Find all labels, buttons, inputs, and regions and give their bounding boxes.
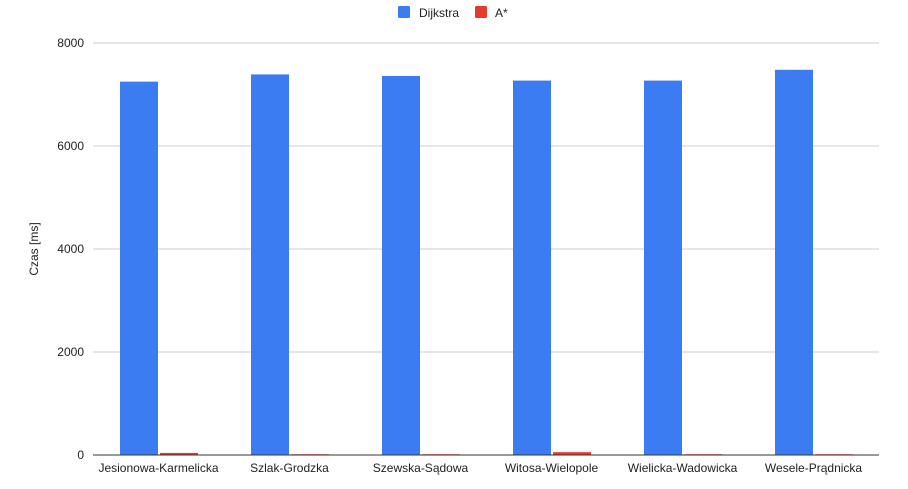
legend-label: Dijkstra (419, 6, 459, 20)
bar-dijkstra (382, 75, 420, 456)
x-axis: Jesionowa-Karmelicka Szlak-Grodzka Szewska… (93, 454, 879, 475)
legend-label: A* (495, 6, 508, 20)
x-tick-label: Szlak-Grodzka (250, 461, 329, 475)
bars (120, 69, 853, 456)
y-tick-label: 6000 (57, 139, 84, 153)
bar-dijkstra (120, 81, 158, 455)
legend: Dijkstra A* (398, 6, 508, 20)
bar-dijkstra (513, 80, 551, 455)
y-tick-label: 4000 (57, 242, 84, 256)
x-tick-label: Witosa-Wielopole (505, 461, 599, 475)
y-tick-label: 0 (77, 448, 84, 462)
bar-astar (553, 452, 591, 455)
bar-dijkstra (644, 80, 682, 455)
legend-swatch (398, 6, 410, 18)
y-tick-label: 2000 (57, 345, 84, 359)
bar-dijkstra (775, 69, 813, 455)
y-tick-label: 8000 (57, 36, 84, 50)
x-tick-label: Wielicka-Wadowicka (628, 461, 738, 475)
x-tick-label: Szewska-Sądowa (373, 461, 469, 475)
y-axis: Czas [ms] 0 2000 4000 6000 8000 (27, 36, 84, 462)
y-axis-label: Czas [ms] (27, 222, 41, 275)
x-tick-label: Jesionowa-Karmelicka (98, 461, 218, 475)
legend-swatch (475, 6, 487, 18)
bar-dijkstra (251, 74, 289, 455)
bar-astar (160, 452, 198, 455)
x-tick-label: Wesele-Prądnicka (765, 461, 862, 475)
gridlines (93, 42, 879, 353)
